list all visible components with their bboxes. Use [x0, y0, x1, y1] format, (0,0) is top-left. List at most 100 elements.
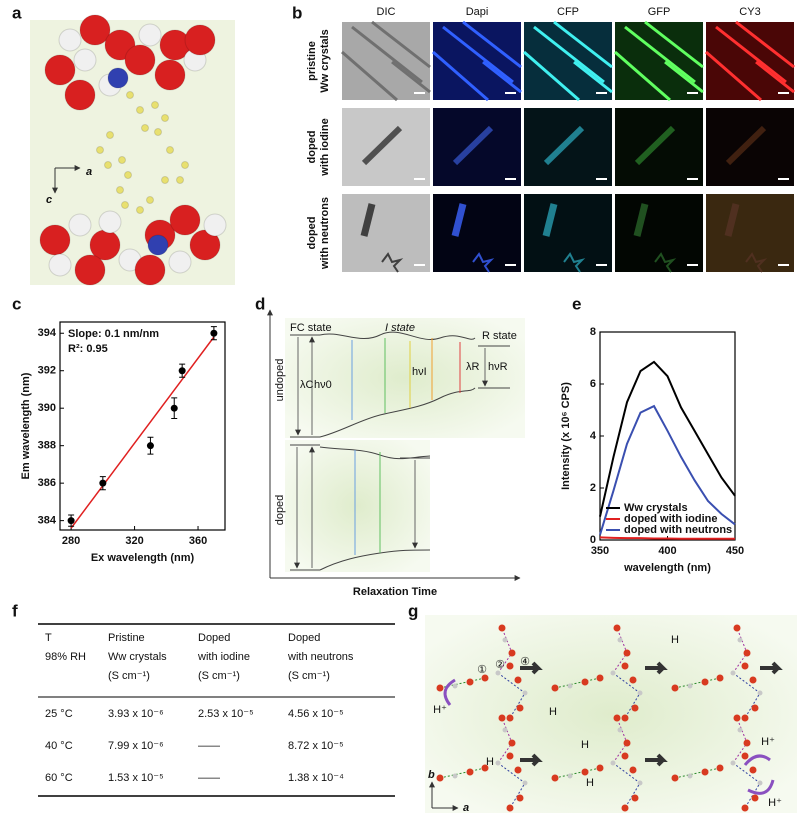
table-header: Ww crystals	[108, 651, 167, 663]
atom	[508, 739, 516, 747]
table-cell: 1.53 x 10⁻⁵	[108, 772, 164, 784]
atom	[701, 678, 709, 686]
atom	[741, 662, 749, 670]
atom	[124, 171, 132, 179]
crystal	[523, 50, 580, 102]
atom	[757, 780, 763, 786]
atom	[498, 714, 506, 722]
data-point	[67, 517, 75, 525]
atom	[621, 752, 629, 760]
y-tick-label: 392	[38, 365, 56, 377]
transition-label: λR	[466, 361, 480, 373]
table-header: 98% RH	[45, 651, 86, 663]
molecule-label: H⁺	[768, 797, 782, 809]
x-tick-label: 400	[658, 545, 676, 557]
group-label: undoped	[274, 359, 286, 402]
atom	[203, 213, 227, 237]
panel-label: f	[12, 601, 18, 620]
column-header: Dapi	[466, 6, 489, 18]
atom	[581, 678, 589, 686]
transition-label: λC	[300, 379, 314, 391]
atom	[610, 760, 616, 766]
crystal	[724, 203, 740, 237]
x-tick-label: 320	[125, 535, 143, 547]
data-point	[146, 442, 154, 450]
y-tick-label: 4	[590, 430, 597, 442]
atom	[506, 714, 514, 722]
micrograph	[615, 108, 703, 186]
atom	[516, 794, 524, 802]
atom	[733, 624, 741, 632]
atom	[452, 683, 458, 689]
atom	[687, 773, 693, 779]
crystal	[371, 20, 431, 69]
atom	[502, 637, 508, 643]
atom	[39, 224, 71, 256]
atom	[551, 774, 559, 782]
column-header: CFP	[557, 6, 579, 18]
crystal	[633, 203, 649, 237]
atom	[733, 714, 741, 722]
crystal	[533, 25, 605, 84]
proton-path	[743, 754, 771, 766]
transition-label: hνR	[488, 361, 508, 373]
atom	[146, 196, 154, 204]
crystal-cluster	[381, 252, 404, 273]
atom	[621, 662, 629, 670]
fit-line	[70, 336, 215, 529]
atom	[749, 766, 757, 774]
atom	[617, 727, 623, 733]
atom	[730, 760, 736, 766]
x-axis-label: wavelength (nm)	[623, 562, 711, 574]
atom	[671, 684, 679, 692]
plot-frame	[59, 321, 226, 531]
table-header: Pristine	[108, 632, 145, 644]
atom	[104, 161, 112, 169]
data-point	[178, 367, 186, 375]
y-tick-label: 384	[38, 515, 57, 527]
atom	[466, 678, 474, 686]
table-cell: 8.72 x 10⁻⁵	[288, 740, 344, 752]
state-label: R state	[482, 330, 517, 342]
micrograph	[342, 194, 430, 272]
atom	[743, 739, 751, 747]
atom	[107, 67, 129, 89]
atom	[596, 674, 604, 682]
atom	[716, 674, 724, 682]
atom	[751, 704, 759, 712]
atom	[436, 684, 444, 692]
x-axis-label: Ex wavelength (nm)	[91, 552, 195, 564]
atom	[522, 690, 528, 696]
molecule-label: H	[486, 756, 494, 768]
table-header: with iodine	[197, 651, 250, 663]
atom	[466, 768, 474, 776]
atom	[73, 48, 97, 72]
atom	[567, 683, 573, 689]
row-label: doped	[306, 217, 318, 250]
atom	[522, 780, 528, 786]
state-label: FC state	[290, 322, 332, 334]
row-label: with neutrons	[319, 197, 331, 270]
table-cell: ——	[198, 772, 220, 784]
y-tick-label: 394	[38, 327, 57, 339]
micrograph	[706, 22, 794, 100]
process-arrow	[520, 753, 543, 767]
atom	[147, 234, 169, 256]
transition-arrows	[294, 336, 488, 569]
molecule-label: H	[581, 739, 589, 751]
table-cell: 1.38 x 10⁻⁴	[288, 772, 344, 784]
atom	[44, 54, 76, 86]
atom	[126, 91, 134, 99]
molecule-label: H	[549, 706, 557, 718]
atom	[581, 768, 589, 776]
molecule-label: ④	[520, 656, 530, 668]
atom	[743, 649, 751, 657]
atom	[436, 774, 444, 782]
crystal	[360, 203, 376, 237]
atom	[613, 624, 621, 632]
micrograph	[524, 108, 612, 186]
crystal-cluster	[563, 252, 586, 273]
crystal	[705, 50, 762, 102]
crystal	[573, 60, 613, 94]
atom	[124, 44, 156, 76]
